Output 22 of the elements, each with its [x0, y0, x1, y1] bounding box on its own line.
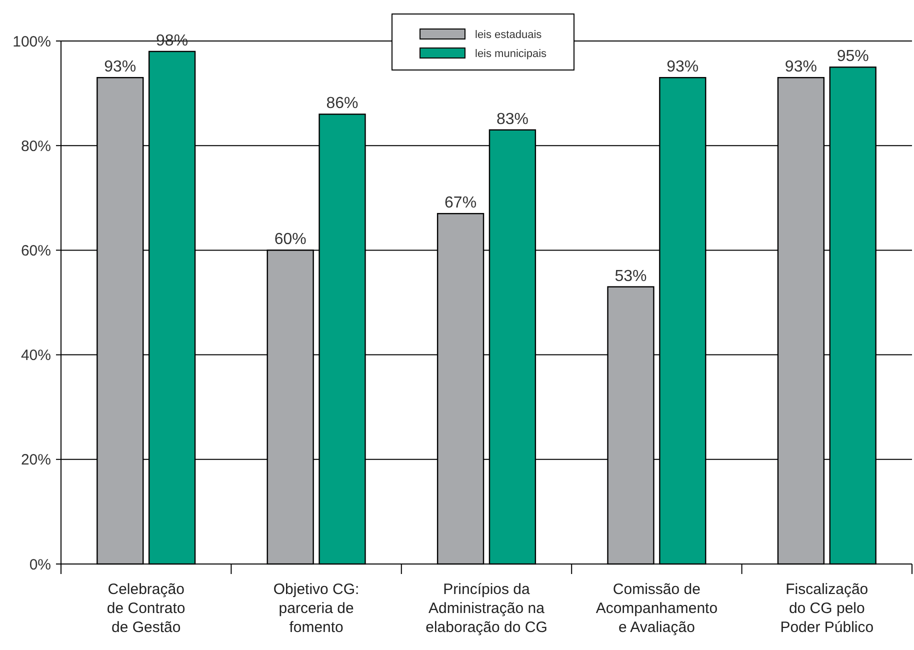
y-tick-label: 100%: [12, 33, 51, 50]
y-tick-label: 80%: [20, 138, 51, 155]
y-tick-label: 0%: [29, 556, 51, 574]
x-tick-label: Celebração de Contrato de Gestão: [106, 581, 186, 636]
x-tick-label: Fiscalização do CG pelo Poder Público: [780, 581, 874, 636]
data-label: 60%: [274, 231, 306, 248]
data-label: 86%: [326, 95, 358, 112]
data-label: 93%: [784, 58, 817, 76]
y-tick-label: 60%: [20, 242, 51, 260]
data-label: 83%: [496, 110, 528, 128]
x-tick-label: Objetivo CG: parceria de fomento: [273, 581, 360, 636]
y-tick-label: 20%: [20, 452, 51, 469]
y-tick-label: 40%: [20, 347, 51, 364]
data-label: 93%: [666, 58, 699, 76]
legend-label: leis estaduais: [475, 28, 542, 41]
x-tick-label: Princípios da Administração na elaboração do CG: [426, 581, 548, 636]
data-label: 67%: [444, 194, 477, 212]
legend-label: leis municipais: [475, 48, 548, 60]
data-label: 53%: [614, 268, 647, 285]
data-label: 95%: [836, 48, 869, 66]
x-tick-label: Comissão de Acompanhamento e Avaliação: [596, 581, 718, 636]
data-label: 93%: [104, 58, 136, 76]
